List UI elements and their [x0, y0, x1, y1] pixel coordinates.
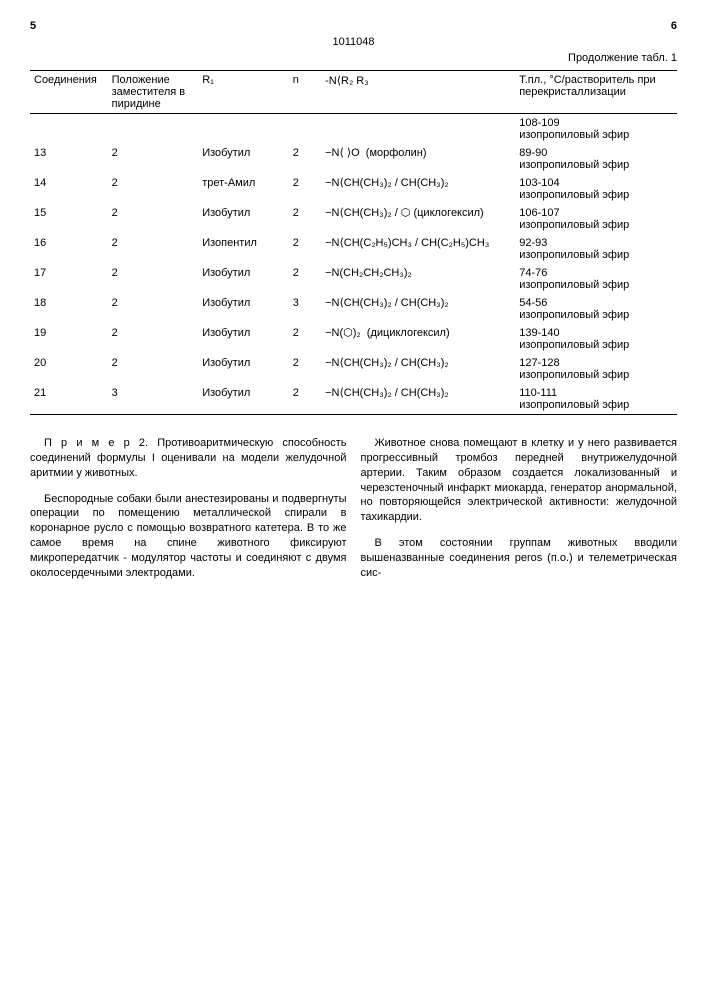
th-nr2r3: -N⟨R₂ R₃	[321, 71, 515, 114]
document-number: 1011048	[30, 36, 677, 48]
cell-nr2r3: −N⟨ ⟩O (морфолин)	[321, 144, 515, 174]
table-row: 162Изопентил2−N⟨CH(C₂H₅)CH₃ / CH(C₂H₅)CH…	[30, 234, 677, 264]
cell-position: 2	[108, 354, 199, 384]
cell-r1: трет-Амил	[198, 174, 289, 204]
cell-r1: Изобутил	[198, 384, 289, 415]
cell-r1: Изобутил	[198, 144, 289, 174]
table-row: 152Изобутил2−N⟨CH(CH₃)₂ / ⬡ (циклогексил…	[30, 204, 677, 234]
cell-compound: 17	[30, 264, 108, 294]
cell-r1: Изобутил	[198, 294, 289, 324]
page-col-left: 5	[30, 20, 36, 32]
cell-compound	[30, 114, 108, 145]
cell-nr2r3: −N⟨CH(CH₃)₂ / CH(CH₃)₂	[321, 384, 515, 415]
right-p2: В этом состоянии группам животных вводил…	[361, 536, 678, 581]
table-row: 108-109изопропиловый эфир	[30, 114, 677, 145]
th-mp-solvent: Т.пл., °С/растворитель при перекристалли…	[515, 71, 677, 114]
cell-nr2r3: −N⟨CH(C₂H₅)CH₃ / CH(C₂H₅)CH₃	[321, 234, 515, 264]
cell-n: 2	[289, 234, 321, 264]
cell-n: 2	[289, 384, 321, 415]
cell-compound: 15	[30, 204, 108, 234]
th-r1: R₁	[198, 71, 289, 114]
cell-r1: Изобутил	[198, 354, 289, 384]
cell-nr2r3: −N⟨CH(CH₃)₂ / ⬡ (циклогексил)	[321, 204, 515, 234]
cell-n: 2	[289, 354, 321, 384]
example-2-p1: П р и м е р 2. Противоаритмическую спосо…	[30, 436, 347, 481]
cell-n	[289, 114, 321, 145]
cell-mp: 92-93изопропиловый эфир	[515, 234, 677, 264]
cell-position: 2	[108, 204, 199, 234]
table-body: 108-109изопропиловый эфир132Изобутил2−N⟨…	[30, 114, 677, 415]
cell-position: 2	[108, 294, 199, 324]
table-header-row: Соединения Положение заместителя в пирид…	[30, 71, 677, 114]
cell-r1	[198, 114, 289, 145]
table-row: 172Изобутил2−N(CH₂CH₂CH₃)₂74-76изопропил…	[30, 264, 677, 294]
cell-n: 2	[289, 324, 321, 354]
cell-position: 2	[108, 174, 199, 204]
cell-mp: 110-111изопропиловый эфир	[515, 384, 677, 415]
page-col-right: 6	[671, 20, 677, 32]
cell-r1: Изобутил	[198, 324, 289, 354]
cell-n: 2	[289, 204, 321, 234]
cell-compound: 20	[30, 354, 108, 384]
table-row: 192Изобутил2−N(⬡)₂ (дициклогексил)139-14…	[30, 324, 677, 354]
cell-r1: Изопентил	[198, 234, 289, 264]
cell-compound: 13	[30, 144, 108, 174]
cell-mp: 106-107изопропиловый эфир	[515, 204, 677, 234]
compounds-table: Соединения Положение заместителя в пирид…	[30, 70, 677, 415]
table-continuation: Продолжение табл. 1	[30, 52, 677, 64]
cell-mp: 127-128изопропиловый эфир	[515, 354, 677, 384]
page-header: 5 6	[30, 20, 677, 32]
right-p1: Животное снова помещают в клетку и у нег…	[361, 436, 678, 525]
cell-mp: 74-76изопропиловый эфир	[515, 264, 677, 294]
cell-position: 2	[108, 144, 199, 174]
cell-nr2r3: −N⟨CH(CH₃)₂ / CH(CH₃)₂	[321, 294, 515, 324]
cell-mp: 103-104изопропиловый эфир	[515, 174, 677, 204]
cell-n: 2	[289, 144, 321, 174]
cell-mp: 89-90изопропиловый эфир	[515, 144, 677, 174]
cell-nr2r3: −N⟨CH(CH₃)₂ / CH(CH₃)₂	[321, 354, 515, 384]
left-column: П р и м е р 2. Противоаритмическую спосо…	[30, 425, 347, 592]
cell-r1: Изобутил	[198, 264, 289, 294]
cell-n: 3	[289, 294, 321, 324]
table-row: 182Изобутил3−N⟨CH(CH₃)₂ / CH(CH₃)₂54-56и…	[30, 294, 677, 324]
cell-compound: 16	[30, 234, 108, 264]
cell-mp: 54-56изопропиловый эфир	[515, 294, 677, 324]
example-2-p2: Беспородные собаки были анестезированы и…	[30, 492, 347, 581]
cell-position	[108, 114, 199, 145]
cell-r1: Изобутил	[198, 204, 289, 234]
cell-compound: 14	[30, 174, 108, 204]
cell-nr2r3: −N⟨CH(CH₃)₂ / CH(CH₃)₂	[321, 174, 515, 204]
th-compound: Соединения	[30, 71, 108, 114]
cell-position: 2	[108, 234, 199, 264]
cell-compound: 21	[30, 384, 108, 415]
cell-n: 2	[289, 264, 321, 294]
cell-mp: 108-109изопропиловый эфир	[515, 114, 677, 145]
table-row: 213Изобутил2−N⟨CH(CH₃)₂ / CH(CH₃)₂110-11…	[30, 384, 677, 415]
table-row: 202Изобутил2−N⟨CH(CH₃)₂ / CH(CH₃)₂127-12…	[30, 354, 677, 384]
cell-position: 2	[108, 264, 199, 294]
cell-nr2r3: −N(CH₂CH₂CH₃)₂	[321, 264, 515, 294]
table-row: 132Изобутил2−N⟨ ⟩O (морфолин)89-90изопро…	[30, 144, 677, 174]
cell-mp: 139-140изопропиловый эфир	[515, 324, 677, 354]
th-n: n	[289, 71, 321, 114]
cell-compound: 19	[30, 324, 108, 354]
cell-position: 3	[108, 384, 199, 415]
th-position: Положение заместителя в пиридине	[108, 71, 199, 114]
body-columns: П р и м е р 2. Противоаритмическую спосо…	[30, 425, 677, 592]
right-column: Животное снова помещают в клетку и у нег…	[361, 425, 678, 592]
table-row: 142трет-Амил2−N⟨CH(CH₃)₂ / CH(CH₃)₂103-1…	[30, 174, 677, 204]
cell-compound: 18	[30, 294, 108, 324]
cell-nr2r3	[321, 114, 515, 145]
cell-position: 2	[108, 324, 199, 354]
cell-n: 2	[289, 174, 321, 204]
cell-nr2r3: −N(⬡)₂ (дициклогексил)	[321, 324, 515, 354]
